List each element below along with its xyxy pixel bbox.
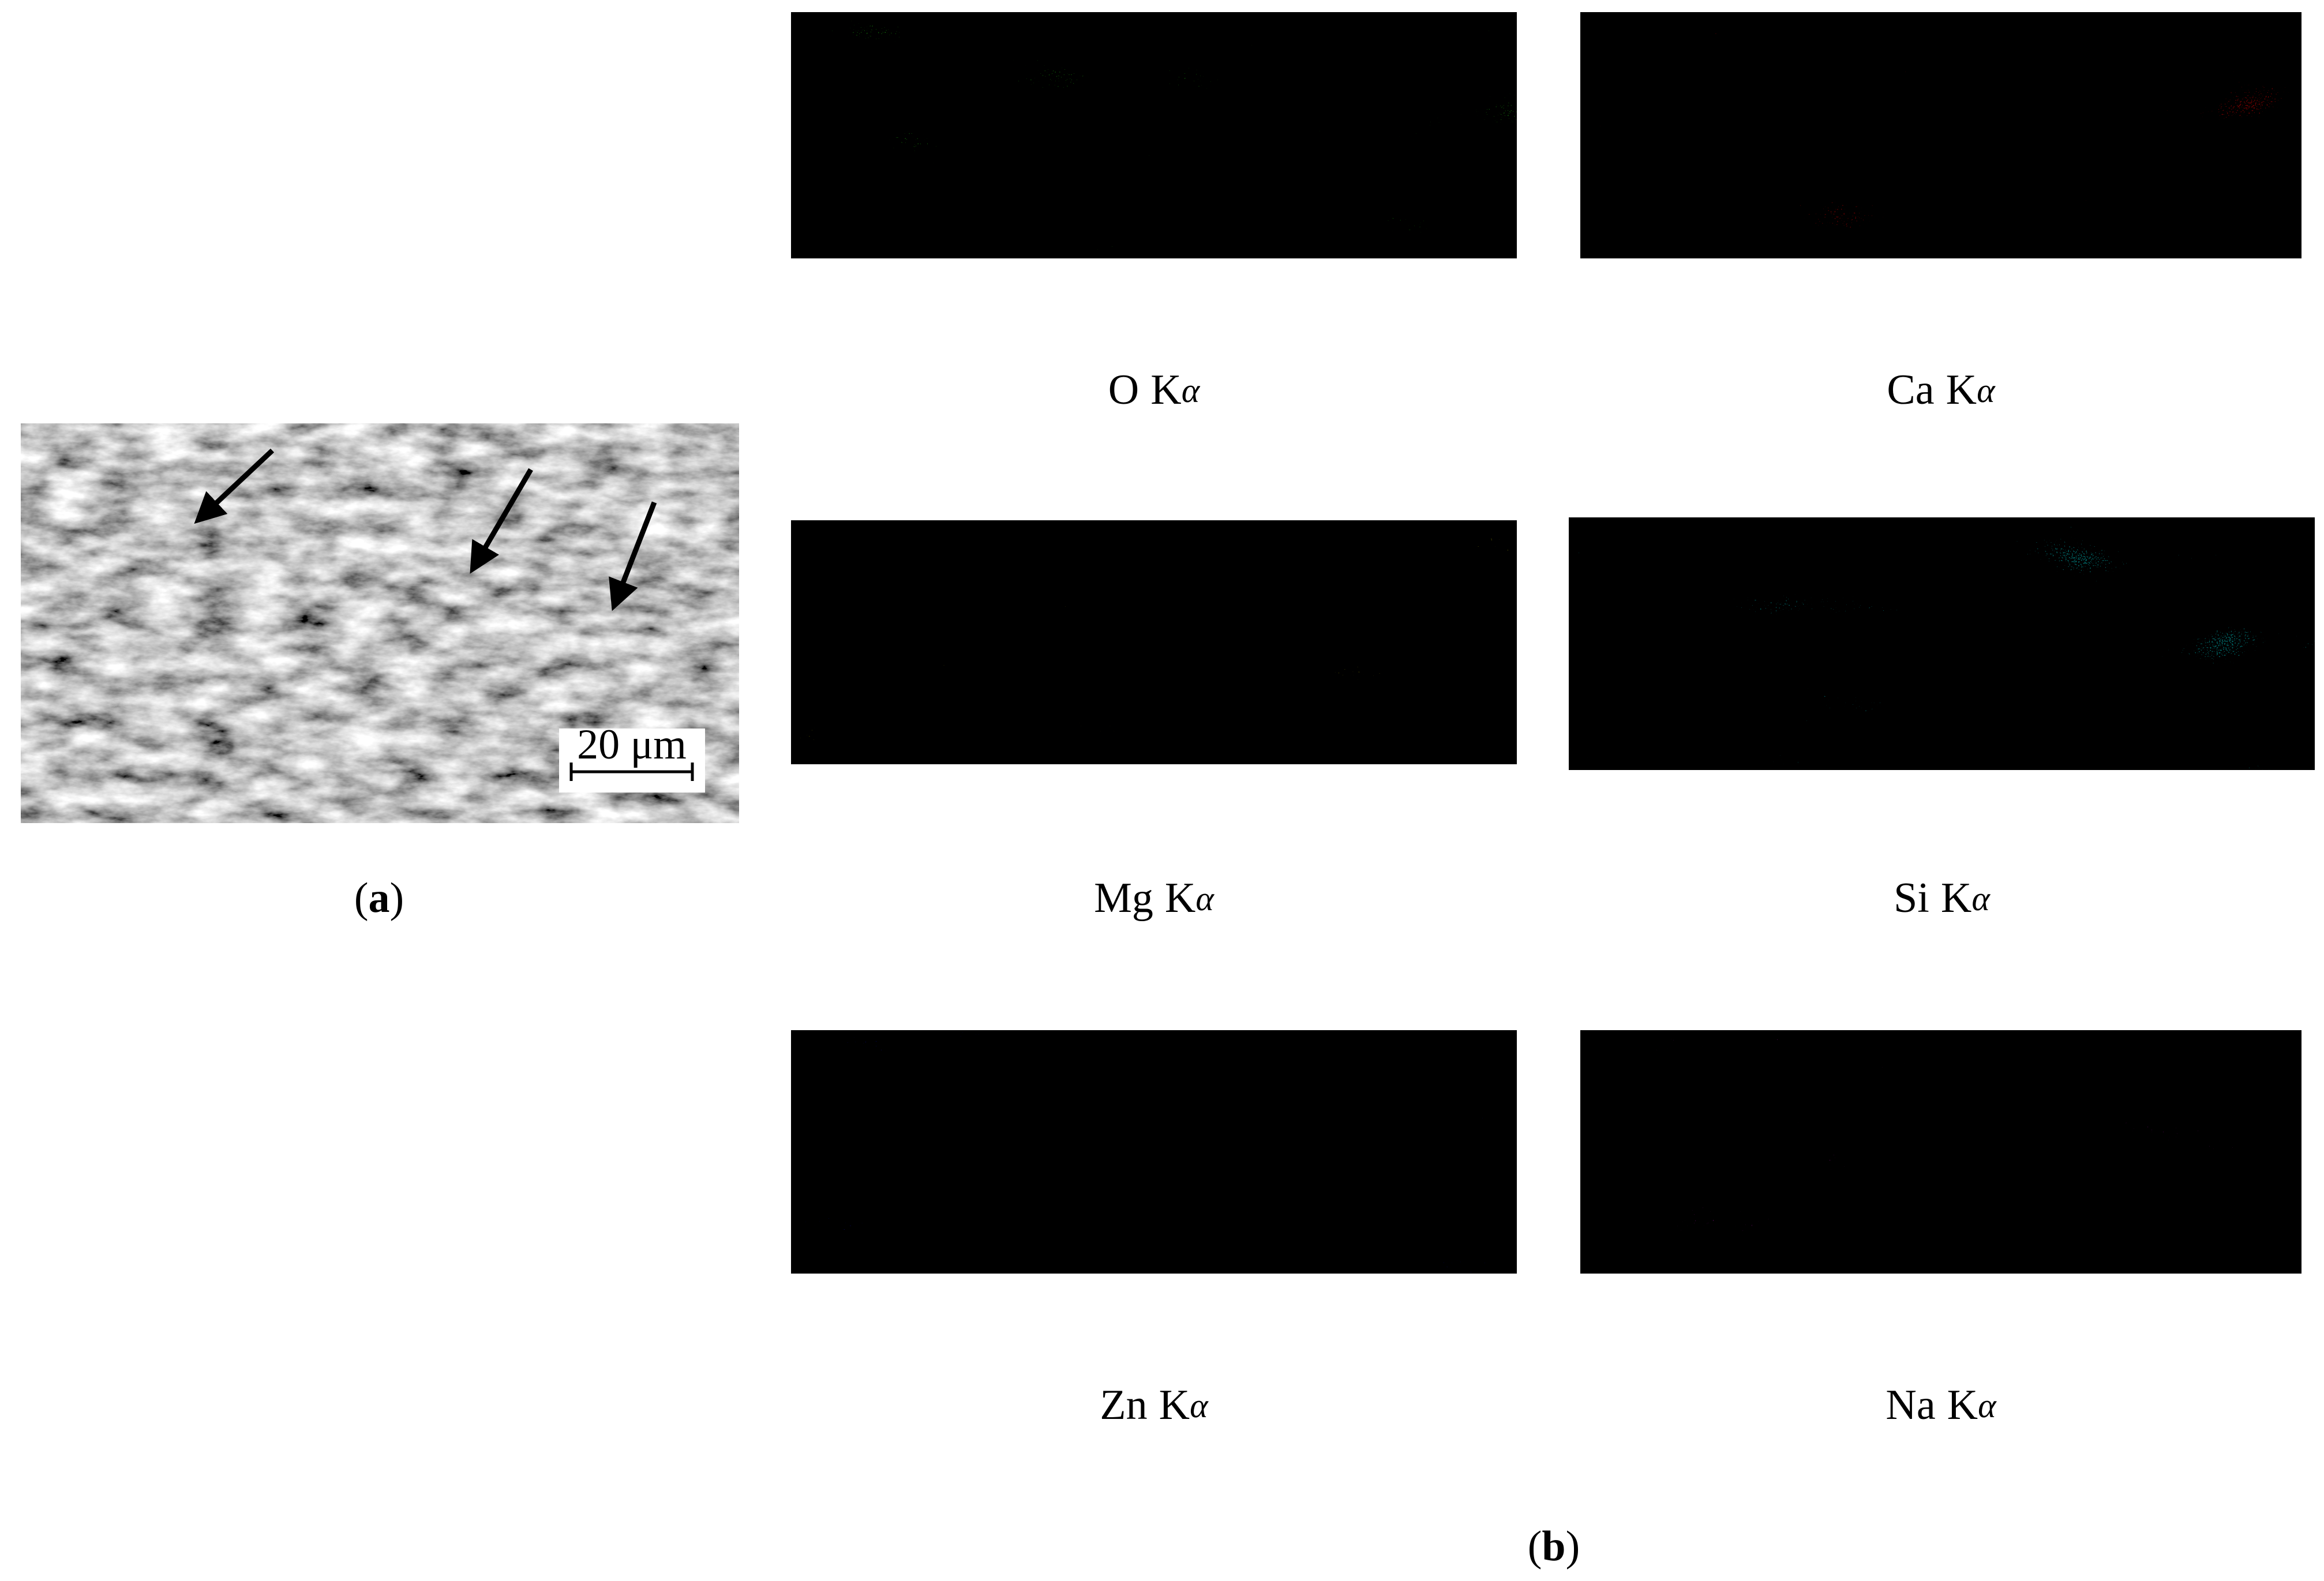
element-map: [1580, 12, 2301, 258]
greek: α: [1977, 371, 1996, 410]
element: Na: [1886, 1381, 1935, 1429]
map-label: Na Kα: [1886, 1381, 1997, 1429]
element: Zn: [1100, 1381, 1147, 1429]
element-map: [791, 520, 1517, 764]
line: K: [1947, 1381, 1978, 1429]
line: K: [1165, 874, 1195, 922]
element-map: [1569, 517, 2315, 770]
line: K: [1150, 366, 1181, 414]
caption-label: b: [1542, 1523, 1565, 1570]
arrow: [609, 501, 657, 611]
element-map: [791, 12, 1517, 258]
element-map: [1580, 1030, 2301, 1274]
element: Ca: [1887, 366, 1934, 414]
line: K: [1941, 874, 1971, 922]
arrow: [194, 448, 275, 524]
element: O: [1108, 366, 1139, 414]
map-label: Mg Kα: [1094, 874, 1215, 922]
line: K: [1159, 1381, 1190, 1429]
scale-bar-box: [559, 728, 705, 793]
caption-prefix: (: [1528, 1523, 1542, 1570]
map-label: Zn Kα: [1100, 1381, 1209, 1429]
scale-bar-label: 20 μm: [577, 721, 687, 768]
element: Si: [1894, 874, 1929, 922]
caption-label: a: [369, 874, 390, 922]
arrow: [470, 468, 533, 574]
caption-suffix: ): [1566, 1523, 1580, 1570]
element-map: [791, 1030, 1517, 1274]
caption: (b): [1528, 1523, 1580, 1570]
map-label: Ca Kα: [1887, 366, 1996, 414]
greek: α: [1190, 1387, 1209, 1425]
caption: (a): [354, 874, 404, 922]
greek: α: [1195, 880, 1215, 918]
caption-suffix: ): [390, 874, 404, 922]
greek: α: [1971, 880, 1991, 918]
caption-prefix: (: [354, 874, 369, 922]
line: K: [1946, 366, 1977, 414]
map-label: O Kα: [1108, 366, 1201, 414]
map-label: Si Kα: [1894, 874, 1991, 922]
greek: α: [1182, 371, 1201, 410]
greek: α: [1978, 1387, 1997, 1425]
element: Mg: [1094, 874, 1153, 922]
